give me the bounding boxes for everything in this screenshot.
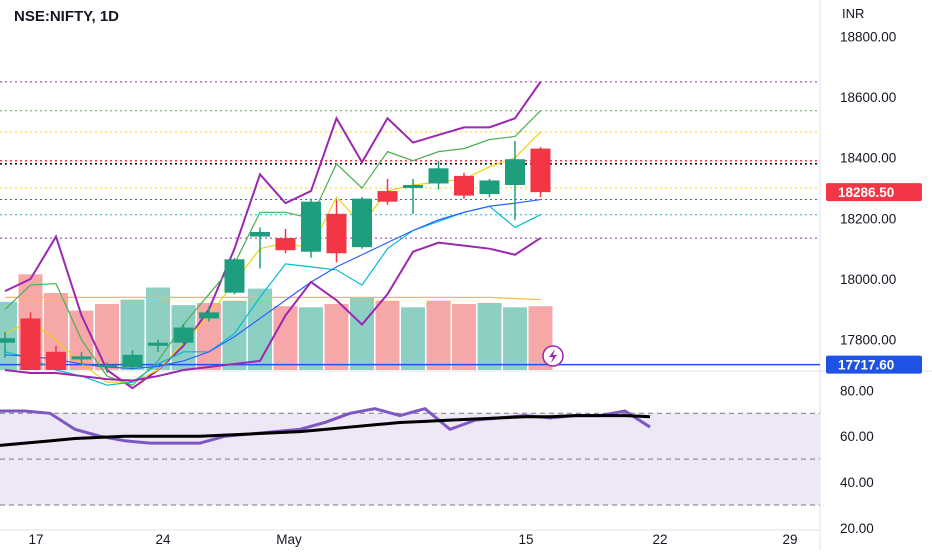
lightning-icon bbox=[542, 345, 564, 367]
candle bbox=[97, 362, 117, 374]
lightning-icon-glyph bbox=[549, 349, 557, 363]
candle-body bbox=[0, 338, 15, 343]
rsi-tick-label: 20.00 bbox=[840, 521, 874, 536]
candle bbox=[173, 324, 194, 346]
candle-body bbox=[479, 180, 500, 195]
candle-body bbox=[97, 365, 117, 367]
candle-body bbox=[250, 232, 270, 237]
last-price-badge bbox=[826, 183, 922, 202]
price-axis: 17800.00 18000.00 18200.00 18400.00 18600.00… bbox=[840, 29, 896, 347]
candle bbox=[479, 178, 500, 198]
candle bbox=[20, 312, 41, 370]
time-tick-label: 15 bbox=[518, 532, 533, 547]
candle bbox=[71, 351, 92, 366]
candle bbox=[403, 178, 423, 214]
price-tick-label: 18400.00 bbox=[840, 151, 896, 166]
time-tick-label: 29 bbox=[782, 532, 797, 547]
candle bbox=[505, 141, 525, 220]
volume-bar bbox=[299, 307, 323, 370]
volume-bar bbox=[452, 304, 476, 370]
candle-body bbox=[428, 168, 449, 184]
time-tick-label: May bbox=[276, 532, 302, 547]
time-tick-label: 22 bbox=[652, 532, 667, 547]
price-tick-label: 18200.00 bbox=[840, 211, 896, 226]
candle bbox=[530, 147, 551, 198]
candle-body bbox=[71, 356, 92, 360]
volume-bar bbox=[401, 307, 425, 370]
candle bbox=[122, 350, 143, 370]
candle-body bbox=[454, 175, 474, 196]
candle bbox=[352, 197, 372, 249]
currency-label: INR bbox=[842, 6, 865, 21]
indicator-line bbox=[4, 110, 541, 386]
indicator-line bbox=[4, 131, 541, 383]
candle bbox=[326, 200, 347, 263]
volume-bar bbox=[95, 304, 119, 370]
candle bbox=[46, 345, 66, 370]
price-tick-label: 17800.00 bbox=[840, 333, 896, 348]
candle-body bbox=[530, 148, 551, 193]
candle-body bbox=[377, 191, 398, 202]
candle-body bbox=[352, 198, 372, 248]
volume-series bbox=[0, 274, 553, 370]
volume-bar bbox=[503, 307, 527, 370]
rsi-tick-label: 80.00 bbox=[840, 383, 874, 398]
volume-bar bbox=[426, 300, 451, 370]
candle-body bbox=[20, 318, 41, 370]
price-tick-label: 18000.00 bbox=[840, 272, 896, 287]
reference-badge bbox=[826, 355, 922, 374]
candle-body bbox=[275, 238, 296, 251]
volume-bar bbox=[350, 297, 374, 370]
candle-body bbox=[505, 159, 525, 185]
candle-body bbox=[301, 201, 321, 252]
volume-bar bbox=[0, 301, 17, 370]
indicator-line bbox=[4, 198, 541, 370]
candle-body bbox=[403, 185, 423, 189]
indicator-lines bbox=[4, 81, 542, 390]
rsi-series-line bbox=[0, 414, 651, 447]
candle bbox=[250, 227, 270, 269]
candle bbox=[199, 306, 219, 322]
volume-bar bbox=[248, 288, 272, 370]
volume-bar bbox=[324, 304, 349, 370]
last-price-label: 18286.50 bbox=[838, 185, 894, 200]
horizontal-levels bbox=[0, 81, 820, 239]
time-tick-label: 24 bbox=[155, 532, 171, 547]
candle bbox=[454, 172, 474, 199]
candle bbox=[148, 339, 168, 352]
candle bbox=[301, 198, 321, 258]
volume-ma-line bbox=[5, 296, 541, 301]
volume-bar bbox=[146, 287, 170, 370]
candle-body bbox=[148, 342, 168, 346]
indicator-line bbox=[4, 205, 541, 386]
volume-bar bbox=[477, 302, 502, 370]
symbol-title: NSE:NIFTY, 1D bbox=[14, 8, 120, 25]
indicator-line bbox=[4, 81, 542, 390]
candles bbox=[0, 141, 551, 374]
candle-body bbox=[326, 213, 347, 254]
volume-bar bbox=[375, 300, 400, 370]
candle-body bbox=[46, 351, 66, 370]
price-tick-label: 18800.00 bbox=[840, 29, 896, 44]
candle-body bbox=[122, 354, 143, 367]
rsi-tick-label: 60.00 bbox=[840, 429, 874, 444]
indicator-line bbox=[4, 237, 542, 382]
candle bbox=[275, 228, 296, 254]
candle bbox=[0, 332, 15, 358]
rsi-tick-label: 40.00 bbox=[840, 475, 874, 490]
candle-body bbox=[199, 312, 219, 319]
time-tick-label: 17 bbox=[28, 532, 43, 547]
candle bbox=[428, 160, 449, 190]
price-tick-label: 18600.00 bbox=[840, 90, 896, 105]
candle bbox=[377, 178, 398, 205]
candle-body bbox=[224, 259, 245, 293]
candle-body bbox=[173, 327, 194, 343]
reference-label: 17717.60 bbox=[838, 358, 894, 373]
candle bbox=[224, 257, 245, 295]
volume-bar bbox=[222, 300, 247, 370]
